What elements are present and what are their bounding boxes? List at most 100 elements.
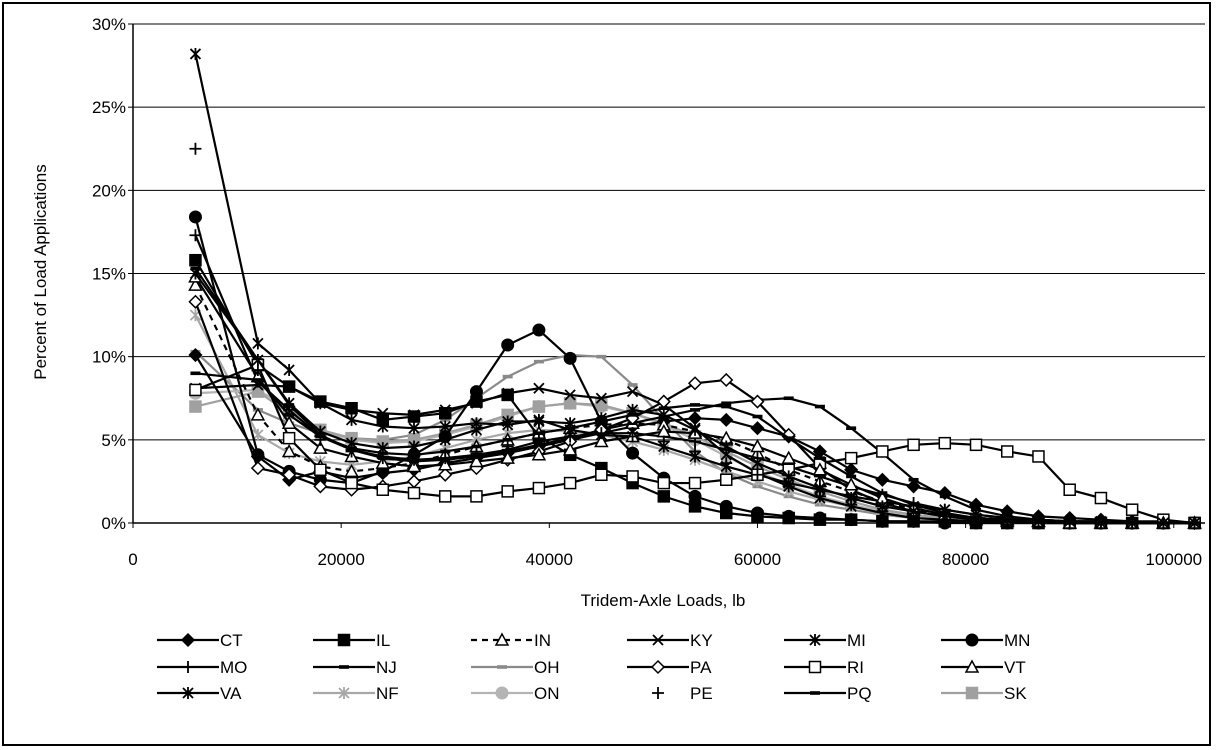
data-point xyxy=(563,476,577,490)
data-point xyxy=(876,505,889,518)
data-point xyxy=(345,404,358,416)
legend-label: VA xyxy=(220,684,242,703)
data-point xyxy=(469,385,483,399)
data-point xyxy=(564,430,577,443)
legend-marker xyxy=(810,691,820,695)
data-point xyxy=(471,444,482,449)
legend-marker xyxy=(965,633,979,647)
data-point xyxy=(626,470,639,483)
data-point xyxy=(939,511,950,515)
legend-item-nf: NF xyxy=(313,684,399,703)
legend-item-pa: PA xyxy=(627,658,712,677)
legend-marker xyxy=(494,632,510,646)
data-point xyxy=(689,423,701,436)
data-point xyxy=(690,408,701,412)
data-point xyxy=(189,229,202,242)
legend-item-sk: SK xyxy=(941,684,1027,703)
data-point xyxy=(1032,450,1045,463)
legend-item-on: ON xyxy=(471,684,560,703)
data-point xyxy=(1094,491,1108,505)
data-point xyxy=(188,210,202,224)
data-point xyxy=(750,421,765,436)
data-point xyxy=(562,442,578,456)
data-point xyxy=(344,463,359,478)
data-point xyxy=(252,378,263,382)
data-point xyxy=(188,294,203,309)
legend-label: VT xyxy=(1004,658,1026,677)
data-point xyxy=(376,483,390,496)
data-point xyxy=(1063,483,1076,496)
y-tick-label: 10% xyxy=(92,348,126,367)
legend-label: PQ xyxy=(847,684,872,703)
data-point xyxy=(533,415,545,428)
axes: 0% 5% 10% 15% 20% 25% 30% 0 20000 40000 60000 80000… xyxy=(92,15,1205,569)
data-point xyxy=(190,371,201,376)
data-point xyxy=(282,467,297,482)
legend-label: MO xyxy=(220,658,247,677)
legend-item-in: IN xyxy=(471,631,551,650)
data-point xyxy=(1125,503,1139,516)
data-point xyxy=(440,418,451,422)
legend-item-oh: OH xyxy=(471,658,560,677)
data-point xyxy=(281,415,297,429)
x-tick-label: 80000 xyxy=(942,550,989,569)
data-point xyxy=(408,409,420,421)
legend-label: PA xyxy=(690,658,712,677)
data-point xyxy=(533,382,545,394)
data-point xyxy=(438,490,452,503)
data-point xyxy=(876,445,889,458)
legend-marker xyxy=(339,665,349,669)
data-point xyxy=(656,394,671,409)
legend-item-il: IL xyxy=(313,631,390,650)
data-point xyxy=(782,509,796,523)
data-point xyxy=(189,267,202,280)
data-point xyxy=(658,406,669,411)
legend-label: ON xyxy=(534,684,560,703)
legend-marker xyxy=(495,686,509,700)
data-point xyxy=(1001,445,1014,458)
data-point xyxy=(501,440,514,453)
data-point xyxy=(750,506,764,520)
series-pq xyxy=(190,371,1200,525)
data-point xyxy=(719,372,734,388)
data-point xyxy=(283,400,296,413)
data-point xyxy=(877,491,888,495)
data-point xyxy=(345,413,358,426)
data-point xyxy=(188,347,203,363)
data-point xyxy=(407,486,421,500)
y-tick-label: 30% xyxy=(92,15,126,34)
data-point xyxy=(751,457,764,470)
legend-label: CT xyxy=(220,631,243,650)
legend-marker xyxy=(338,687,350,699)
data-point xyxy=(814,404,825,409)
data-point xyxy=(313,440,328,454)
data-point xyxy=(500,450,515,464)
data-point xyxy=(596,354,607,359)
data-point xyxy=(283,380,295,393)
data-point xyxy=(189,400,202,413)
data-point xyxy=(531,447,547,461)
legend-marker xyxy=(180,632,196,648)
data-point xyxy=(751,468,764,481)
data-point xyxy=(189,383,202,397)
data-point xyxy=(377,451,388,455)
data-point xyxy=(627,383,638,387)
data-point xyxy=(252,337,264,350)
series-line-pq xyxy=(195,372,1195,525)
data-point xyxy=(502,374,513,379)
data-point xyxy=(719,412,734,427)
data-point xyxy=(189,253,202,267)
data-point xyxy=(750,394,765,409)
data-point xyxy=(813,511,827,525)
data-point xyxy=(532,323,546,337)
data-point xyxy=(844,451,858,465)
data-point xyxy=(440,449,451,454)
x-tick-label: 60000 xyxy=(734,550,781,569)
data-point xyxy=(188,277,203,291)
legend-marker xyxy=(652,634,664,646)
data-point xyxy=(377,420,389,433)
data-point xyxy=(846,426,857,430)
data-point xyxy=(408,440,420,453)
data-point xyxy=(314,463,327,477)
